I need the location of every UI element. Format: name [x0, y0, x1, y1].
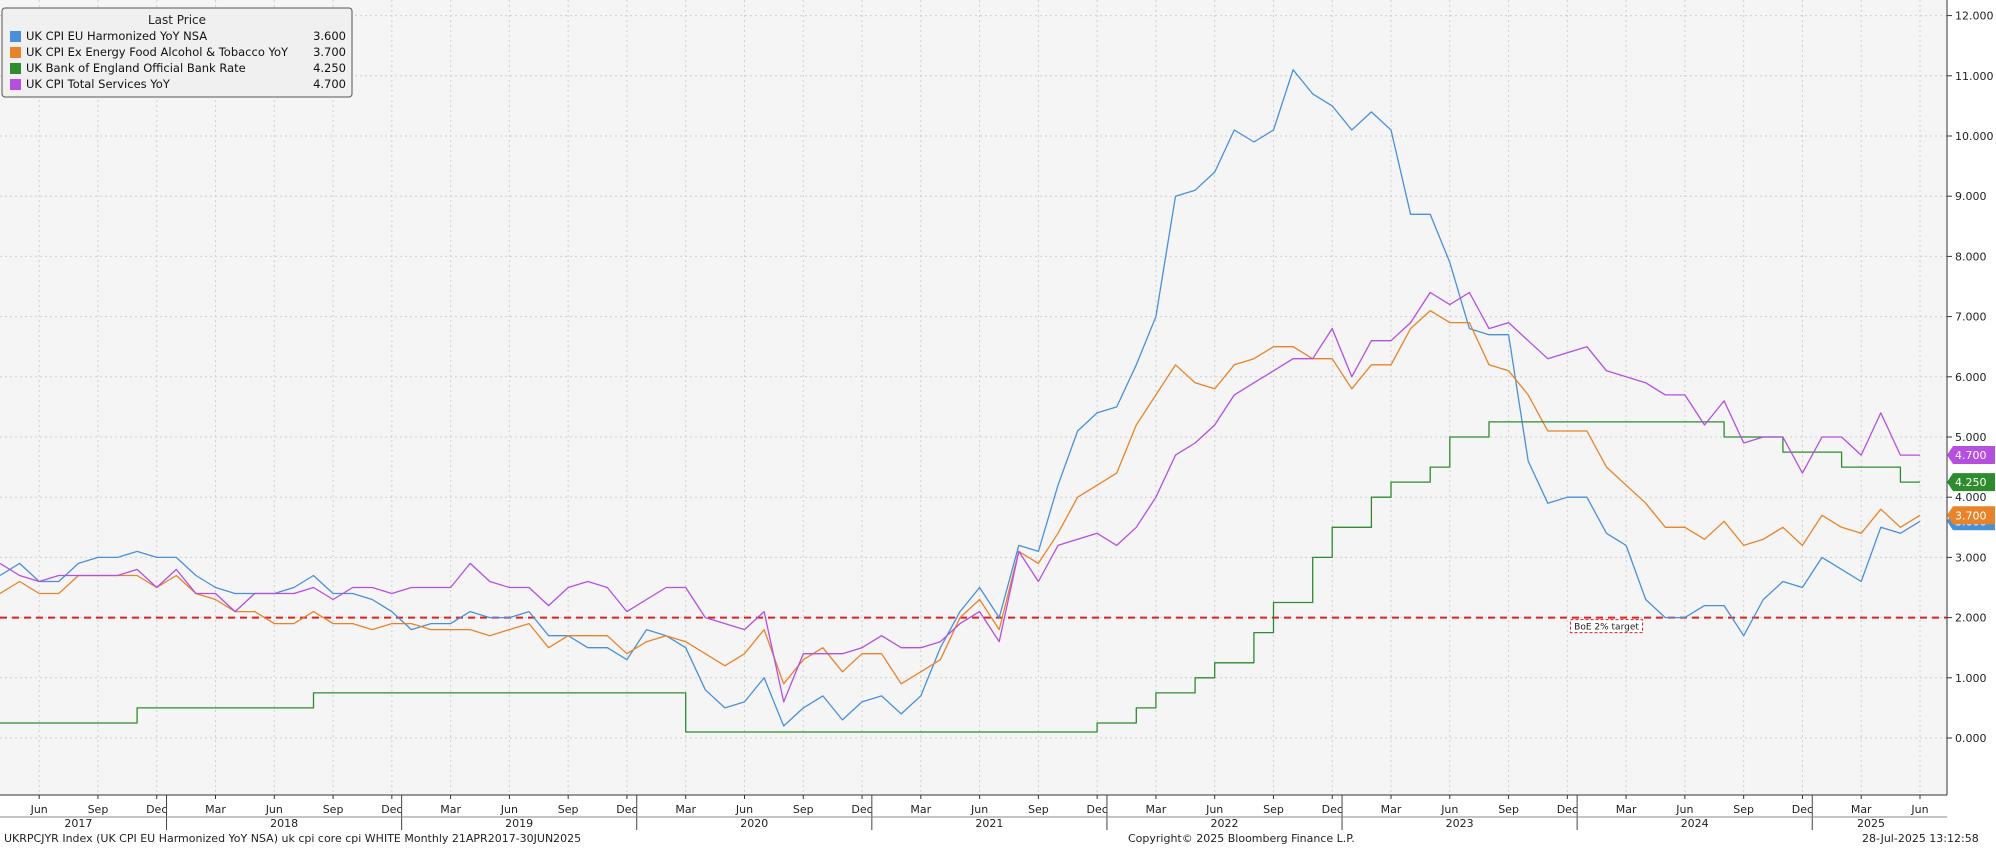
series-line-2	[0, 309, 1921, 685]
legend-entry-value: 3.600	[313, 29, 346, 43]
x-tick-label: Dec	[616, 803, 637, 816]
x-tick-label: Sep	[1263, 803, 1284, 816]
x-tick-label: Sep	[88, 803, 109, 816]
y-tick-label: 8.000	[1955, 250, 1987, 263]
x-year-label: 2018	[270, 817, 298, 830]
x-tick-label: Dec	[851, 803, 872, 816]
x-tick-label: Dec	[1086, 803, 1107, 816]
x-tick-label: Mar	[1616, 803, 1637, 816]
x-tick-label: Jun	[1440, 803, 1458, 816]
legend-header: Last Price	[148, 13, 206, 27]
x-year-label: 2017	[64, 817, 92, 830]
footer-index-description: UKRPCJYR Index (UK CPI EU Harmonized YoY…	[4, 832, 582, 845]
x-tick-label: Sep	[558, 803, 579, 816]
x-tick-label: Sep	[1733, 803, 1754, 816]
series-line-4	[0, 291, 1920, 703]
series-line-1	[0, 69, 1921, 727]
y-tick-label: 10.000	[1955, 130, 1994, 143]
axes: 0.000 1.000 2.000 3.000 4.000 5.000 6.000 7.000…	[0, 0, 1994, 830]
x-year-label: 2023	[1446, 817, 1474, 830]
y-tick-label: 12.000	[1955, 10, 1994, 23]
x-year-label: 2024	[1681, 817, 1709, 830]
x-tick-label: Mar	[675, 803, 696, 816]
y-tick-label: 1.000	[1955, 672, 1987, 685]
legend-entry-label: UK Bank of England Official Bank Rate	[26, 61, 246, 75]
x-tick-label: Jun	[265, 803, 283, 816]
x-tick-label: Jun	[1205, 803, 1223, 816]
footer-timestamp: 28-Jul-2025 13:12:58	[1862, 832, 1979, 845]
y-tick-label: 9.000	[1955, 190, 1987, 203]
x-tick-label: Dec	[1322, 803, 1343, 816]
last-value-badge-2	[1947, 506, 1995, 525]
y-tick-label: 4.000	[1955, 491, 1987, 504]
y-tick-label: 3.000	[1955, 551, 1987, 564]
x-tick-label: Jun	[30, 803, 48, 816]
y-tick-label: 5.000	[1955, 431, 1987, 444]
y-tick-label: 0.000	[1955, 732, 1987, 745]
series-line-3	[0, 421, 1920, 733]
last-value-text-2: 3.700	[1955, 509, 1987, 522]
x-tick-label: Mar	[205, 803, 226, 816]
x-tick-label: Dec	[1792, 803, 1813, 816]
x-tick-label: Dec	[1557, 803, 1578, 816]
legend-entry-label: UK CPI EU Harmonized YoY NSA	[26, 29, 207, 43]
y-tick-label: 2.000	[1955, 612, 1987, 625]
x-tick-label: Jun	[735, 803, 753, 816]
x-tick-label: Jun	[1675, 803, 1693, 816]
x-year-label: 2025	[1857, 817, 1885, 830]
x-year-label: 2022	[1210, 817, 1238, 830]
legend-entry-label: UK CPI Ex Energy Food Alcohol & Tobacco …	[26, 45, 289, 59]
last-value-text-4: 4.700	[1955, 449, 1987, 462]
legend-entry-value: 3.700	[313, 45, 346, 59]
plot-area	[0, 0, 1947, 795]
x-tick-label: Sep	[793, 803, 814, 816]
last-value-text-3: 4.250	[1955, 476, 1987, 489]
x-tick-label: Mar	[440, 803, 461, 816]
legend-swatch	[10, 31, 21, 42]
y-tick-label: 7.000	[1955, 311, 1987, 324]
legend-entry-value: 4.250	[313, 61, 346, 75]
legend-entry-label: UK CPI Total Services YoY	[26, 77, 171, 91]
x-year-label: 2021	[975, 817, 1003, 830]
x-tick-label: Mar	[1381, 803, 1402, 816]
x-tick-label: Jun	[970, 803, 988, 816]
boe-target-label-box	[1570, 619, 1644, 634]
x-tick-label: Mar	[910, 803, 931, 816]
boe-target-label: BoE 2% target	[1574, 623, 1639, 633]
x-tick-label: Jun	[1910, 803, 1928, 816]
x-tick-label: Mar	[1146, 803, 1167, 816]
series-group	[0, 69, 1921, 733]
legend-entry-value: 4.700	[313, 77, 346, 91]
x-tick-label: Sep	[1498, 803, 1519, 816]
x-tick-label: Dec	[381, 803, 402, 816]
legend-box	[1, 7, 353, 98]
legend-swatch	[10, 63, 21, 74]
x-tick-label: Sep	[323, 803, 344, 816]
x-tick-label: Jun	[500, 803, 518, 816]
y-tick-label: 6.000	[1955, 371, 1987, 384]
x-year-label: 2020	[740, 817, 768, 830]
footer-copyright: Copyright© 2025 Bloomberg Finance L.P.	[1128, 832, 1355, 845]
legend-swatch	[10, 47, 21, 58]
last-value-badge-4	[1947, 446, 1995, 465]
x-tick-label: Dec	[146, 803, 167, 816]
x-tick-label: Sep	[1028, 803, 1049, 816]
x-tick-label: Mar	[1851, 803, 1872, 816]
legend[interactable]: Last Price UK CPI EU Harmonized YoY NSA 3.…	[1, 7, 353, 98]
x-year-label: 2019	[505, 817, 533, 830]
y-tick-label: 11.000	[1955, 70, 1994, 83]
legend-swatch	[10, 79, 21, 90]
last-value-badge-3	[1947, 473, 1995, 492]
